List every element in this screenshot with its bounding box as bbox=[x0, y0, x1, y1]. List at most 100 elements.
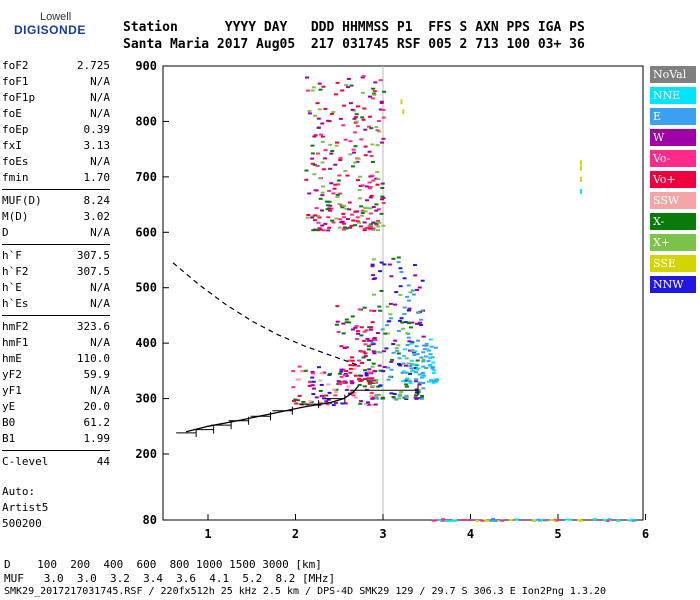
echo-point bbox=[401, 327, 406, 330]
echo-point bbox=[424, 342, 429, 345]
echo-point bbox=[377, 221, 382, 224]
echo-point bbox=[415, 353, 420, 356]
echo-point bbox=[408, 380, 413, 383]
echo-point bbox=[316, 126, 321, 129]
echo-point bbox=[357, 384, 362, 387]
echo-point bbox=[514, 518, 519, 521]
echo-point bbox=[356, 364, 361, 367]
echo-point bbox=[381, 116, 386, 119]
echo-point bbox=[366, 377, 371, 380]
echo-point bbox=[381, 370, 386, 373]
echo-point bbox=[378, 309, 383, 312]
echo-point bbox=[353, 374, 358, 377]
echo-point bbox=[368, 212, 373, 215]
echo-point bbox=[338, 159, 343, 162]
echo-point bbox=[421, 351, 426, 354]
echo-point bbox=[361, 118, 366, 121]
param-key: h`Es bbox=[2, 297, 29, 310]
echo-point bbox=[312, 219, 317, 222]
echo-point bbox=[396, 352, 401, 355]
echo-point bbox=[348, 153, 353, 156]
profile-curve bbox=[185, 385, 359, 433]
echo-point bbox=[398, 364, 403, 367]
echo-point bbox=[354, 325, 359, 328]
echo-point bbox=[480, 519, 485, 522]
echo-point bbox=[402, 277, 407, 280]
param-value: 307.5 bbox=[76, 249, 110, 262]
echo-point bbox=[373, 338, 378, 341]
echo-point bbox=[319, 209, 324, 212]
echo-point bbox=[369, 395, 374, 398]
echo-point bbox=[397, 394, 402, 397]
brand-digisonde: DIGISONDE bbox=[14, 23, 86, 37]
param-key: hmF2 bbox=[2, 320, 29, 333]
echo-point bbox=[414, 371, 419, 374]
echo-point bbox=[363, 352, 368, 355]
echo-point bbox=[430, 365, 435, 368]
echo-point bbox=[315, 102, 320, 105]
echo-point bbox=[544, 518, 549, 521]
echo-point bbox=[322, 371, 327, 374]
param-row: B0 61.2 bbox=[2, 415, 110, 431]
echo-point bbox=[399, 391, 404, 394]
echo-point bbox=[331, 221, 336, 224]
echo-point bbox=[338, 192, 343, 195]
echo-point bbox=[420, 279, 425, 282]
echo-point bbox=[342, 204, 347, 207]
echo-point bbox=[409, 363, 414, 366]
echo-point bbox=[373, 222, 378, 225]
echo-point bbox=[389, 368, 394, 371]
echo-point bbox=[369, 309, 374, 312]
echo-point bbox=[389, 275, 394, 278]
echo-point bbox=[375, 144, 380, 147]
echo-point bbox=[407, 307, 412, 310]
echo-point bbox=[374, 395, 379, 398]
echo-point bbox=[426, 360, 431, 363]
echo-point bbox=[355, 216, 360, 219]
echo-point bbox=[379, 212, 384, 215]
echo-point bbox=[412, 350, 417, 353]
echo-point bbox=[342, 228, 347, 231]
echo-point bbox=[317, 366, 322, 369]
echo-point bbox=[323, 157, 328, 160]
echo-point bbox=[404, 371, 409, 374]
echo-point bbox=[363, 128, 368, 131]
param-key: yF1 bbox=[2, 384, 22, 397]
echo-point bbox=[435, 519, 440, 522]
echo-point bbox=[310, 384, 315, 387]
echo-point bbox=[317, 404, 322, 407]
y-tick-label: 80 bbox=[143, 513, 157, 527]
echo-point bbox=[416, 339, 421, 342]
echo-point bbox=[308, 400, 313, 403]
echo-point bbox=[328, 209, 333, 212]
legend-item-ssw: SSW bbox=[650, 192, 696, 209]
echo-point bbox=[385, 324, 390, 327]
echo-point bbox=[328, 204, 333, 207]
echo-point bbox=[352, 151, 357, 154]
echo-point bbox=[414, 322, 419, 325]
echo-point bbox=[379, 198, 384, 201]
echo-point bbox=[475, 519, 480, 522]
echo-point bbox=[310, 372, 315, 375]
echo-point bbox=[358, 197, 363, 200]
echo-point bbox=[367, 115, 372, 118]
echo-point bbox=[419, 356, 424, 359]
echo-point bbox=[370, 321, 375, 324]
echo-point bbox=[319, 383, 324, 386]
echo-point bbox=[391, 257, 396, 260]
echo-point bbox=[400, 321, 405, 324]
echo-point bbox=[342, 104, 347, 107]
echo-point bbox=[329, 182, 334, 185]
echo-point bbox=[338, 117, 343, 120]
header-row-2: Santa Maria 2017 Aug05 217 031745 RSF 00… bbox=[123, 37, 585, 52]
echo-point bbox=[431, 372, 436, 375]
echo-point bbox=[482, 519, 487, 522]
echo-point bbox=[409, 359, 414, 362]
echo-point bbox=[426, 349, 431, 352]
echo-point bbox=[410, 289, 415, 292]
param-row: foF2 2.725 bbox=[2, 58, 110, 74]
echo-point bbox=[602, 519, 607, 522]
echo-point bbox=[350, 315, 355, 318]
echo-point bbox=[394, 349, 399, 352]
echo-point bbox=[342, 346, 347, 349]
